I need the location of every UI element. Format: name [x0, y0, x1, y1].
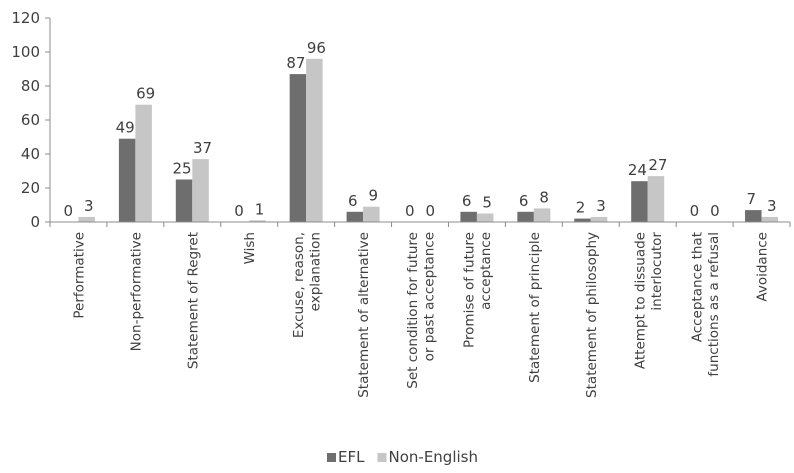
data-label: 8: [539, 188, 549, 206]
bar-efl: [517, 211, 534, 222]
data-label: 27: [648, 156, 667, 174]
y-tick-label: 0: [30, 213, 40, 231]
legend-label-non-english: Non-English: [389, 448, 478, 466]
data-label: 24: [628, 161, 647, 179]
bar-non-english: [590, 216, 608, 222]
category-label: Set condition for futureor past acceptan…: [405, 232, 438, 389]
bar-non-english: [363, 206, 380, 222]
bar-non-english: [78, 216, 95, 222]
y-tick-label: 100: [11, 43, 40, 61]
data-label: 0: [234, 202, 244, 220]
y-tick-label: 40: [21, 145, 40, 163]
bar-non-english: [249, 220, 266, 222]
bar-efl: [289, 74, 307, 222]
category-label: Promise of futureacceptance: [462, 232, 495, 348]
bar-non-english: [647, 176, 665, 222]
category-label: Acceptance thatfunctions as a refusal: [689, 232, 722, 377]
category-label: Avoidance: [755, 232, 771, 302]
legend-swatch-non-english: [377, 453, 387, 462]
bar-non-english: [761, 216, 779, 222]
category-label: Attempt to dissuadeinterlocutor: [632, 232, 665, 370]
data-label: 3: [84, 197, 94, 215]
bar-non-english: [135, 104, 152, 222]
data-label: 7: [747, 190, 757, 208]
legend-label-efl: EFL: [338, 448, 365, 466]
y-tick-label: 60: [21, 111, 40, 129]
bar-non-english: [306, 58, 323, 222]
data-label: 0: [425, 202, 435, 220]
data-label: 96: [307, 39, 326, 57]
data-label: 0: [405, 202, 415, 220]
y-tick-label: 80: [21, 77, 40, 95]
bar-efl: [745, 210, 762, 222]
y-axis: 0 20 40 60 80 100 120: [11, 9, 51, 231]
bar-non-english: [476, 213, 494, 222]
category-label: Non-performative: [128, 232, 144, 351]
bar-non-english: [192, 159, 209, 222]
bars-layer: [78, 58, 779, 222]
bar-efl: [460, 211, 477, 222]
data-label: 6: [519, 192, 529, 210]
category-label: Statement of Regret: [185, 232, 201, 369]
bar-efl: [631, 181, 648, 222]
data-label: 25: [173, 160, 192, 178]
category-label: Statement of alternative: [356, 232, 372, 398]
category-label: Wish: [242, 232, 258, 264]
bar-non-english: [533, 208, 551, 222]
bar-efl: [574, 218, 591, 222]
category-label: Performative: [71, 232, 87, 319]
category-labels-layer: Performative Non-performative Statement of…: [71, 232, 770, 398]
data-label: 1: [255, 200, 265, 218]
data-label: 5: [482, 194, 492, 212]
data-label: 9: [369, 187, 379, 205]
category-label: Statement of philosophy: [584, 232, 600, 398]
y-tick-label: 20: [21, 179, 40, 197]
legend-swatch-efl: [327, 453, 336, 462]
data-label: 0: [63, 202, 73, 220]
bar-efl: [118, 138, 136, 222]
x-axis: [49, 221, 791, 227]
legend: EFL Non-English: [327, 448, 478, 466]
y-tick-label: 120: [11, 9, 40, 27]
data-label: 37: [193, 139, 212, 157]
category-label: Statement of principle: [527, 232, 543, 383]
data-label: 49: [116, 119, 135, 137]
bar-efl: [175, 179, 193, 222]
data-label: 2: [576, 199, 586, 217]
data-label: 3: [767, 197, 777, 215]
bar-efl: [346, 211, 364, 222]
category-label: Excuse, reason,explanation: [291, 232, 324, 338]
data-label: 69: [136, 85, 155, 103]
data-label: 87: [286, 54, 305, 72]
data-label: 3: [596, 197, 606, 215]
data-label: 0: [710, 202, 720, 220]
data-label: 6: [348, 192, 358, 210]
data-label: 6: [462, 192, 472, 210]
data-label: 0: [690, 202, 700, 220]
